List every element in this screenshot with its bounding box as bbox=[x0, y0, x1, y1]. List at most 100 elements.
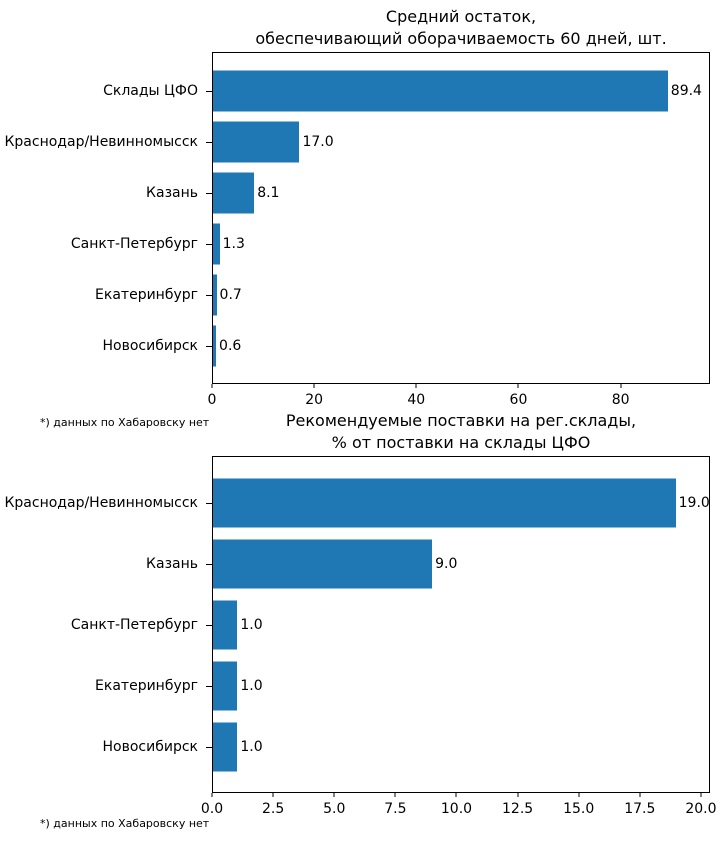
x-tick-label: 0.0 bbox=[200, 801, 224, 817]
chart-title: Рекомендуемые поставки на рег.склады, % … bbox=[285, 411, 637, 452]
x-tick-label: 60 bbox=[509, 392, 528, 408]
bar-value-label: 19.0 bbox=[678, 494, 710, 511]
bar bbox=[213, 661, 238, 710]
category-row: Краснодар/Невинномысск bbox=[0, 116, 212, 167]
x-tick-mark bbox=[455, 793, 457, 797]
y-tick-mark bbox=[206, 192, 212, 194]
y-tick-mark bbox=[206, 141, 212, 143]
category-label: Краснодар/Невинномысск bbox=[4, 133, 198, 150]
bar-value-label: 9.0 bbox=[435, 555, 458, 572]
category-label: Новосибирск bbox=[102, 738, 198, 755]
category-label: Новосибирск bbox=[102, 337, 198, 354]
bar-row: 1.0 bbox=[213, 594, 709, 655]
bar-row: 19.0 bbox=[213, 472, 710, 533]
y-tick-mark bbox=[206, 563, 212, 565]
x-tick-label: 0 bbox=[207, 392, 217, 408]
x-axis: 0.0 2.5 5.0 7.5 10.0 12.5 15.0 17.5 20.0 bbox=[201, 793, 717, 819]
y-tick-mark bbox=[206, 685, 212, 687]
x-tick-mark bbox=[578, 793, 580, 797]
bar-row: 9.0 bbox=[213, 533, 709, 594]
category-label: Санкт-Петербург bbox=[70, 235, 198, 252]
x-tick-label: 20 bbox=[305, 392, 324, 408]
footnote: *) данных по Хабаровску нет bbox=[40, 416, 210, 429]
category-label: Склады ЦФО bbox=[103, 82, 198, 99]
bar bbox=[213, 539, 433, 588]
category-row: Екатеринбург bbox=[0, 269, 212, 320]
category-label: Екатеринбург bbox=[95, 286, 198, 303]
bar bbox=[213, 70, 668, 111]
category-row: Санкт-Петербург bbox=[0, 218, 212, 269]
bar bbox=[213, 722, 238, 771]
bar-value-label: 0.6 bbox=[219, 337, 242, 354]
plot-area: 19.0 9.0 1.0 1.0 1.0 bbox=[212, 456, 710, 793]
x-tick-mark bbox=[700, 793, 702, 797]
category-row: Склады ЦФО bbox=[0, 65, 212, 116]
x-tick-label: 10.0 bbox=[440, 801, 473, 817]
category-row: Новосибирск bbox=[0, 716, 212, 777]
plot-area: 89.4 17.0 8.1 1.3 0.7 0.6 bbox=[212, 52, 710, 384]
x-tick-label: 15.0 bbox=[563, 801, 595, 817]
category-label: Краснодар/Невинномысск bbox=[4, 494, 198, 511]
category-label: Казань bbox=[146, 555, 198, 572]
x-tick-label: 40 bbox=[407, 392, 426, 408]
x-tick-mark bbox=[211, 793, 213, 797]
y-tick-mark bbox=[206, 624, 212, 626]
category-label: Санкт-Петербург bbox=[70, 616, 198, 633]
bar bbox=[213, 121, 300, 162]
bar bbox=[213, 325, 217, 366]
y-tick-mark bbox=[206, 294, 212, 296]
category-row: Казань bbox=[0, 167, 212, 218]
bar-value-label: 0.7 bbox=[219, 286, 242, 303]
category-row: Краснодар/Невинномысск bbox=[0, 472, 212, 533]
x-tick-mark bbox=[415, 384, 417, 388]
x-tick-label: 80 bbox=[611, 392, 630, 408]
bar-row: 0.7 bbox=[213, 269, 709, 320]
x-tick-label: 12.5 bbox=[502, 801, 534, 817]
x-tick-mark bbox=[211, 384, 213, 388]
bars-layer: 19.0 9.0 1.0 1.0 1.0 bbox=[213, 457, 710, 792]
bar-row: 0.6 bbox=[213, 320, 709, 371]
x-tick-mark bbox=[620, 384, 622, 388]
bar bbox=[213, 172, 255, 213]
bars-layer: 89.4 17.0 8.1 1.3 0.7 0.6 bbox=[213, 53, 709, 383]
bar-row: 8.1 bbox=[213, 167, 709, 218]
y-tick-mark bbox=[206, 746, 212, 748]
bar bbox=[213, 223, 220, 264]
x-tick-mark bbox=[313, 384, 315, 388]
bar bbox=[213, 600, 238, 649]
bar-row: 17.0 bbox=[213, 116, 709, 167]
bar-value-label: 1.0 bbox=[240, 677, 263, 694]
category-label: Екатеринбург bbox=[95, 677, 198, 694]
bar-row: 1.0 bbox=[213, 655, 709, 716]
x-tick-mark bbox=[517, 384, 519, 388]
x-tick-label: 20.0 bbox=[685, 801, 717, 817]
y-tick-mark bbox=[206, 345, 212, 347]
bar-value-label: 1.3 bbox=[222, 235, 245, 252]
bar-row: 1.0 bbox=[213, 716, 709, 777]
bar-value-label: 1.0 bbox=[240, 738, 263, 755]
y-axis-labels: Краснодар/Невинномысск Казань Санкт-Петерб… bbox=[0, 457, 212, 792]
x-tick-label: 5.0 bbox=[323, 801, 346, 817]
bar-value-label: 89.4 bbox=[670, 82, 702, 99]
y-tick-mark bbox=[206, 90, 212, 92]
x-tick-label: 17.5 bbox=[624, 801, 656, 817]
y-tick-mark bbox=[206, 243, 212, 245]
category-row: Казань bbox=[0, 533, 212, 594]
bar bbox=[213, 274, 217, 315]
bar-value-label: 1.0 bbox=[240, 616, 263, 633]
bar bbox=[213, 478, 676, 527]
y-tick-mark bbox=[206, 502, 212, 504]
bar-row: 89.4 bbox=[213, 65, 709, 116]
y-axis-labels: Склады ЦФО Краснодар/Невинномысск Казань Са… bbox=[0, 53, 212, 383]
footnote: *) данных по Хабаровску нет bbox=[40, 817, 210, 830]
x-tick-mark bbox=[272, 793, 274, 797]
bar-value-label: 17.0 bbox=[302, 133, 334, 150]
category-row: Новосибирск bbox=[0, 320, 212, 371]
x-tick-label: 2.5 bbox=[261, 801, 285, 817]
x-tick-mark bbox=[639, 793, 641, 797]
x-tick-label: 7.5 bbox=[384, 801, 407, 817]
chart-title: Средний остаток, обеспечивающий оборачив… bbox=[255, 7, 667, 48]
x-axis: 0 20 40 60 80 bbox=[208, 384, 710, 410]
x-tick-mark bbox=[333, 793, 335, 797]
